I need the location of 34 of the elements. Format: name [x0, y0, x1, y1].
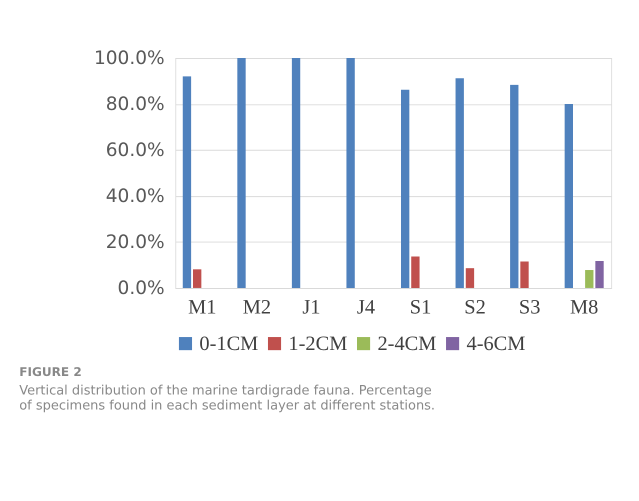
text: Vertical distribution of the marine tardigrade fauna. Percentage of specimens found in each sediment layer at different stations.: [19, 384, 436, 414]
y-tick-label: 0.0%: [118, 278, 165, 299]
x-tick-label: M8: [570, 296, 598, 318]
bar: [466, 268, 474, 288]
bar: [411, 256, 420, 288]
bar: [292, 58, 300, 288]
bar: [564, 104, 573, 288]
legend-label: 2-4CM: [377, 333, 436, 356]
x-tick-label: J4: [356, 296, 376, 318]
y-tick-label: 100.0%: [94, 48, 165, 69]
bar: [510, 84, 518, 288]
caption: FIGURE 2: [19, 365, 82, 380]
y-tick-label: 40.0%: [106, 186, 165, 207]
bar: [193, 269, 202, 288]
y-tick-label: 80.0%: [106, 94, 165, 115]
bar: [585, 270, 594, 288]
bar: [182, 76, 192, 288]
legend-label: 4-6CM: [466, 333, 526, 356]
x-tick-label: J1: [302, 296, 320, 318]
x-tick-label: S2: [464, 296, 486, 318]
legend-label: 1-2CM: [288, 333, 348, 356]
legend-label: 0-1CM: [199, 333, 258, 356]
y-tick-label: 60.0%: [106, 140, 165, 161]
bar: [346, 58, 355, 288]
x-tick-label: S3: [518, 296, 540, 318]
bar: [237, 58, 246, 288]
bar: [400, 90, 410, 288]
x-tick-label: M2: [242, 296, 272, 318]
y-tick-label: 20.0%: [106, 232, 165, 253]
bar: [520, 262, 529, 288]
x-tick-label: M1: [188, 296, 216, 318]
x-tick-label: S1: [410, 296, 432, 318]
bar: [456, 78, 464, 288]
bar: [595, 261, 604, 288]
